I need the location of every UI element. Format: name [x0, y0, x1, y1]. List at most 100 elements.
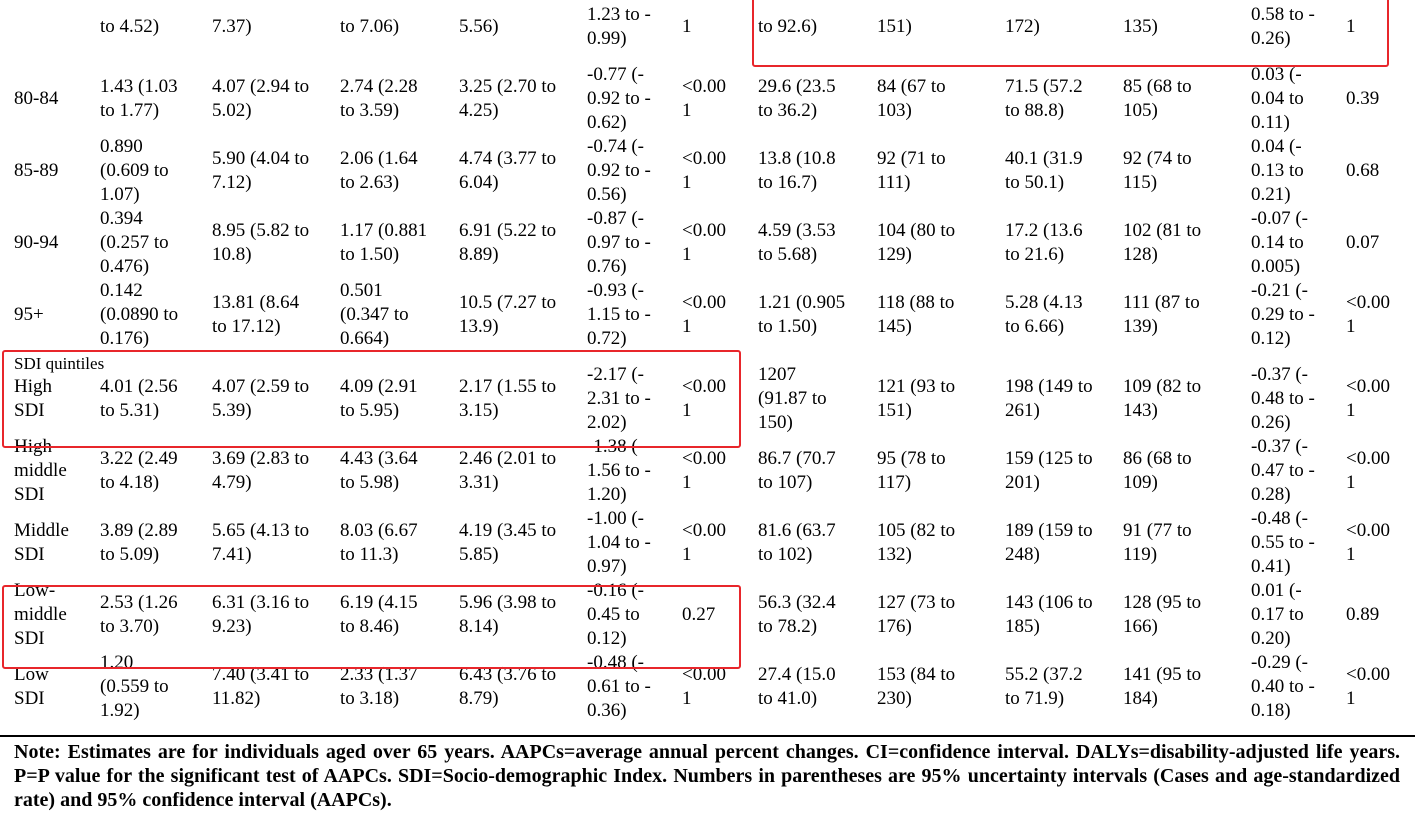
table-footnote: Note: Estimates are for individuals aged… [14, 741, 1400, 811]
table-cell-col-cases-2019: 2.74 (2.28 to 3.59) [340, 76, 418, 121]
table-cell-col-cases-1990: 0.142 (0.0890 to 0.176) [100, 280, 179, 349]
table-cell-col-daly-p: <0.00 1 [1346, 448, 1390, 493]
table-cell-col-p: 0.27 [682, 604, 716, 625]
table-cell-col-dalys-1990: 56.3 (32.4 to 78.2) [758, 592, 836, 637]
table-cell-col-asr-2019: 10.5 (7.27 to 13.9) [459, 292, 557, 337]
table-cell-col-cases-2019: to 7.06) [340, 16, 400, 37]
table-cell-col-aapc: -0.74 (- 0.92 to - 0.56) [587, 136, 651, 205]
table-cell-col-daly-aapc: -0.07 (- 0.14 to 0.005) [1251, 208, 1308, 277]
table-cell-col-dalys-1990: 1207 (91.87 to 150) [758, 364, 827, 433]
table-cell-col-asr-2019: 5.96 (3.98 to 8.14) [459, 592, 557, 637]
table-cell-col-daly-rate-1990: 121 (93 to 151) [877, 376, 956, 421]
table-cell-col-asr-1990: 8.95 (5.82 to 10.8) [212, 220, 310, 265]
table-cell-col-asr-2019: 6.43 (3.76 to 8.79) [459, 664, 557, 709]
table-cell-col-p: <0.00 1 [682, 664, 726, 709]
table-cell-col-daly-rate-1990: 95 (78 to 117) [877, 448, 946, 493]
highlight-box-high-sdi [2, 350, 741, 448]
table-cell-col-cases-2019: 0.501 (0.347 to 0.664) [340, 280, 409, 349]
table-cell-col-dalys-2019: 189 (159 to 248) [1005, 520, 1093, 565]
table-cell-col-dalys-2019: 159 (125 to 201) [1005, 448, 1093, 493]
table-cell-col-daly-p: 1 [1346, 16, 1356, 37]
table-cell-col-daly-rate-2019: 109 (82 to 143) [1123, 376, 1202, 421]
table-cell-col-dalys-2019: 55.2 (37.2 to 71.9) [1005, 664, 1083, 709]
table-cell-col-daly-p: <0.00 1 [1346, 376, 1390, 421]
table-cell-col-daly-rate-2019: 128 (95 to 166) [1123, 592, 1202, 637]
table-cell-col-daly-aapc: -0.37 (- 0.48 to - 0.26) [1251, 364, 1315, 433]
table-cell-col-dalys-1990: 27.4 (15.0 to 41.0) [758, 664, 836, 709]
table-cell-col-dalys-1990: to 92.6) [758, 16, 818, 37]
table-cell-col-daly-p: <0.00 1 [1346, 664, 1390, 709]
table-cell-col-asr-1990: 7.37) [212, 16, 252, 37]
table-cell-col-daly-rate-1990: 84 (67 to 103) [877, 76, 946, 121]
table-cell-col-dalys-2019: 71.5 (57.2 to 88.8) [1005, 76, 1083, 121]
table-cell-col-asr-1990: 3.69 (2.83 to 4.79) [212, 448, 310, 493]
table-cell-col-cases-1990: 1.43 (1.03 to 1.77) [100, 76, 178, 121]
table-cell-col-daly-rate-2019: 111 (87 to 139) [1123, 292, 1200, 337]
table-cell-col-p: 1 [682, 16, 692, 37]
table-cell-col-daly-p: 0.89 [1346, 604, 1380, 625]
table-cell-col-asr-1990: 13.81 (8.64 to 17.12) [212, 292, 300, 337]
row-label: 80-84 [14, 88, 59, 109]
table-cell-col-cases-1990: 0.890 (0.609 to 1.07) [100, 136, 169, 205]
table-cell-col-p: <0.00 1 [682, 448, 726, 493]
table-cell-col-daly-rate-1990: 127 (73 to 176) [877, 592, 956, 637]
table-cell-col-asr-2019: 3.25 (2.70 to 4.25) [459, 76, 557, 121]
table-cell-col-cases-2019: 2.33 (1.37 to 3.18) [340, 664, 418, 709]
table-cell-col-asr-1990: 5.65 (4.13 to 7.41) [212, 520, 310, 565]
table-cell-col-p: <0.00 1 [682, 76, 726, 121]
table-cell-col-asr-2019: 5.56) [459, 16, 499, 37]
table-cell-col-daly-rate-1990: 151) [877, 16, 912, 37]
table-cell-col-dalys-1990: 81.6 (63.7 to 102) [758, 520, 836, 565]
table-cell-col-dalys-2019: 17.2 (13.6 to 21.6) [1005, 220, 1083, 265]
table-cell-col-aapc: 1.23 to - 0.99) [587, 4, 651, 49]
table-cell-col-daly-p: 0.39 [1346, 88, 1380, 109]
table-cell-col-aapc: -0.93 (- 1.15 to - 0.72) [587, 280, 651, 349]
table-cell-col-cases-2019: 6.19 (4.15 to 8.46) [340, 592, 418, 637]
table-cell-col-asr-2019: 2.46 (2.01 to 3.31) [459, 448, 557, 493]
table-cell-col-p: <0.00 1 [682, 292, 726, 337]
table-cell-col-cases-1990: 0.394 (0.257 to 0.476) [100, 208, 169, 277]
highlight-box-low-middle-sdi [2, 585, 741, 669]
table-cell-col-p: <0.00 1 [682, 520, 726, 565]
table-cell-col-asr-1990: 6.31 (3.16 to 9.23) [212, 592, 310, 637]
table-cell-col-daly-rate-1990: 104 (80 to 129) [877, 220, 956, 265]
table-cell-col-dalys-2019: 5.28 (4.13 to 6.66) [1005, 292, 1083, 337]
table-cell-col-daly-aapc: 0.58 to - 0.26) [1251, 4, 1315, 49]
table-cell-col-daly-rate-2019: 92 (74 to 115) [1123, 148, 1192, 193]
table-cell-col-aapc: -0.87 (- 0.97 to - 0.76) [587, 208, 651, 277]
table-cell-col-aapc: -2.17 (- 2.31 to - 2.02) [587, 364, 651, 433]
highlight-box-top-right [752, 0, 1389, 67]
table-cell-col-daly-rate-1990: 153 (84 to 230) [877, 664, 956, 709]
row-label: Low SDI [14, 664, 49, 709]
table-cell-col-asr-2019: 6.91 (5.22 to 8.89) [459, 220, 557, 265]
table-cell-col-cases-1990: 4.01 (2.56 to 5.31) [100, 376, 178, 421]
table-cell-col-cases-2019: 8.03 (6.67 to 11.3) [340, 520, 418, 565]
table-cell-col-cases-2019: 4.43 (3.64 to 5.98) [340, 448, 418, 493]
table-cell-col-asr-1990: 4.07 (2.59 to 5.39) [212, 376, 310, 421]
table-cell-col-cases-2019: 2.06 (1.64 to 2.63) [340, 148, 418, 193]
table-cell-col-cases-1990: 3.22 (2.49 to 4.18) [100, 448, 178, 493]
table-cell-col-dalys-1990: 1.21 (0.905 to 1.50) [758, 292, 846, 337]
table-cell-col-dalys-1990: 29.6 (23.5 to 36.2) [758, 76, 836, 121]
table-cell-col-cases-2019: 4.09 (2.91 to 5.95) [340, 376, 418, 421]
table-cell-col-cases-1990: to 4.52) [100, 16, 160, 37]
table-cell-col-aapc: -0.48 (- 0.61 to - 0.36) [587, 652, 651, 721]
table-cell-col-asr-1990: 7.40 (3.41 to 11.82) [212, 664, 310, 709]
table-cell-col-asr-2019: 2.17 (1.55 to 3.15) [459, 376, 557, 421]
table-cell-col-p: <0.00 1 [682, 376, 726, 421]
table-cell-col-daly-aapc: 0.04 (- 0.13 to 0.21) [1251, 136, 1304, 205]
table-cell-col-daly-rate-1990: 92 (71 to 111) [877, 148, 946, 193]
table-cell-col-daly-rate-1990: 118 (88 to 145) [877, 292, 955, 337]
table-bottom-rule [0, 735, 1415, 737]
table-cell-col-daly-aapc: 0.03 (- 0.04 to 0.11) [1251, 64, 1304, 133]
table-cell-col-cases-2019: 1.17 (0.881 to 1.50) [340, 220, 428, 265]
table-cell-col-daly-p: <0.00 1 [1346, 292, 1390, 337]
table-cell-col-p: <0.00 1 [682, 220, 726, 265]
table-cell-col-daly-aapc: 0.01 (- 0.17 to 0.20) [1251, 580, 1304, 649]
table-cell-col-daly-rate-2019: 86 (68 to 109) [1123, 448, 1192, 493]
table-cell-col-daly-rate-2019: 135) [1123, 16, 1158, 37]
table-cell-col-dalys-1990: 86.7 (70.7 to 107) [758, 448, 836, 493]
table-cell-col-daly-rate-2019: 102 (81 to 128) [1123, 220, 1202, 265]
table-cell-col-dalys-2019: 40.1 (31.9 to 50.1) [1005, 148, 1083, 193]
table-cell-col-aapc: -1.00 (- 1.04 to - 0.97) [587, 508, 651, 577]
